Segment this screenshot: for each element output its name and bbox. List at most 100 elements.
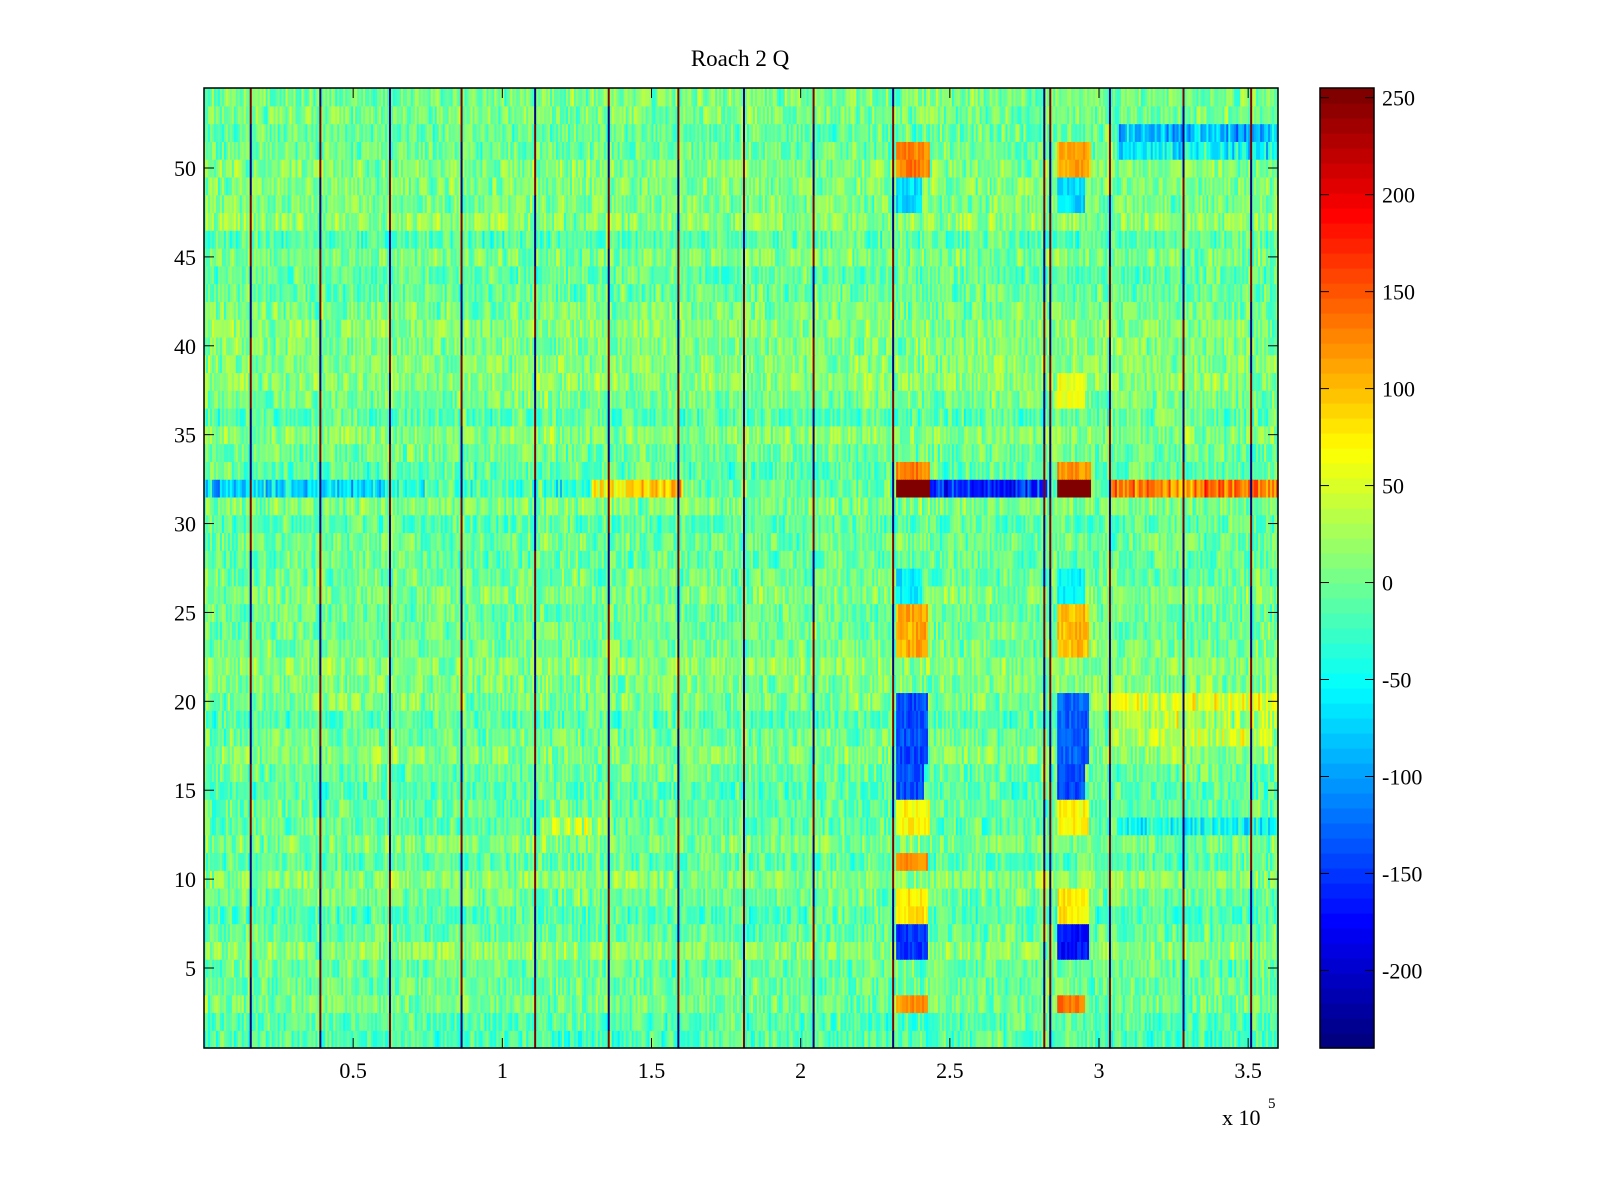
heatmap-cell (1250, 994, 1253, 1014)
heatmap-cell (862, 976, 865, 996)
heatmap-cell (466, 959, 470, 978)
heatmap-cell (931, 994, 935, 1014)
heatmap-cell (514, 1012, 517, 1031)
heatmap-cell (748, 976, 752, 996)
heatmap-cell (989, 976, 993, 996)
heatmap-cell (289, 941, 293, 960)
heatmap-cell (1148, 1012, 1152, 1031)
heatmap-cell (1238, 994, 1241, 1014)
heatmap-cell (1234, 976, 1237, 996)
heatmap-cell (299, 1012, 303, 1031)
heatmap-cell (1156, 976, 1160, 996)
heatmap-cell (1150, 976, 1154, 996)
heatmap-cell (383, 994, 386, 1014)
heatmap-cell (850, 959, 853, 978)
heatmap-cell (285, 941, 289, 960)
heatmap-cell (870, 976, 873, 996)
heatmap-cell (1083, 994, 1086, 1014)
heatmap-cell (689, 976, 692, 996)
heatmap-cell (375, 1030, 378, 1049)
heatmap-cell (506, 976, 509, 996)
heatmap-cell (1258, 976, 1261, 996)
heatmap-cell (1015, 994, 1019, 1014)
heatmap-cell (967, 976, 971, 996)
heatmap-cell (573, 994, 577, 1014)
heatmap-cell (1005, 959, 1009, 978)
heatmap-cell (1182, 976, 1186, 996)
heatmap-cell (213, 1012, 217, 1031)
heatmap-cell (311, 994, 314, 1014)
heatmap-cell (969, 959, 973, 978)
heatmap-cell (371, 994, 374, 1014)
heatmap-cell (619, 994, 623, 1014)
heatmap-cell (518, 1030, 521, 1049)
heatmap-cell (410, 1030, 414, 1049)
heatmap-cell (205, 994, 209, 1014)
heatmap-cell (888, 1012, 891, 1031)
heatmap-cell (446, 1030, 450, 1049)
heatmap-cell (991, 976, 995, 996)
heatmap-cell (890, 1030, 893, 1049)
heatmap-cell (454, 1030, 458, 1049)
heatmap-cell (800, 976, 804, 996)
heatmap-cell (840, 1012, 844, 1031)
heatmap-cell (1045, 1012, 1048, 1031)
heatmap-cell (1055, 976, 1058, 996)
heatmap-cell (657, 976, 661, 996)
heatmap-cell (1168, 959, 1172, 978)
heatmap-cell (223, 1012, 227, 1031)
heatmap-cell (412, 959, 416, 978)
heatmap-cell (554, 1030, 557, 1049)
heatmap-cell (207, 941, 211, 960)
heatmap-cell (1087, 976, 1090, 996)
heatmap-cell (981, 976, 985, 996)
heatmap-cell (1196, 1012, 1200, 1031)
heatmap-cell (983, 959, 987, 978)
heatmap-cell (1100, 994, 1104, 1014)
heatmap-cell (546, 976, 549, 996)
heatmap-cell (1065, 1012, 1068, 1031)
heatmap-cell (319, 941, 322, 960)
heatmap-cell (345, 976, 348, 996)
heatmap-cell (727, 959, 730, 978)
heatmap-cell (697, 959, 700, 978)
heatmap-cell (1154, 976, 1158, 996)
heatmap-cell (211, 1030, 215, 1049)
heatmap-cell (1116, 1030, 1120, 1049)
heatmap-cell (601, 1030, 605, 1049)
heatmap-cell (739, 959, 742, 978)
heatmap-cell (293, 941, 297, 960)
heatmap-cell (289, 1012, 293, 1031)
heatmap-cell (601, 1012, 605, 1031)
heatmap-cell (766, 959, 770, 978)
heatmap-cell (587, 1012, 591, 1031)
heatmap-cell (563, 1030, 567, 1049)
heatmap-cell (329, 959, 332, 978)
heatmap-cell (729, 976, 732, 996)
heatmap-cell (1023, 994, 1027, 1014)
heatmap-cell (291, 1012, 295, 1031)
heatmap-cell (450, 1030, 454, 1049)
heatmap-cell (295, 941, 299, 960)
heatmap-cell (560, 959, 563, 978)
heatmap-cell (1095, 1030, 1098, 1049)
heatmap-cell (448, 959, 452, 978)
heatmap-cell (603, 1030, 607, 1049)
heatmap-cell (750, 1030, 754, 1049)
heatmap-cell (804, 976, 808, 996)
heatmap-cell (297, 994, 301, 1014)
heatmap-cell (1274, 1030, 1277, 1049)
heatmap-cell (959, 994, 963, 1014)
heatmap-cell (233, 959, 237, 978)
heatmap-cell (1174, 1030, 1178, 1049)
heatmap-cell (908, 959, 911, 978)
heatmap-cell (822, 1012, 826, 1031)
heatmap-cell (1071, 959, 1074, 978)
heatmap-cell (752, 1030, 756, 1049)
heatmap-cell (645, 994, 649, 1014)
heatmap-cell (914, 976, 917, 996)
heatmap-cell (1242, 1012, 1245, 1031)
heatmap-cell (327, 959, 330, 978)
heatmap-cell (1093, 959, 1096, 978)
heatmap-cell (742, 994, 746, 1014)
